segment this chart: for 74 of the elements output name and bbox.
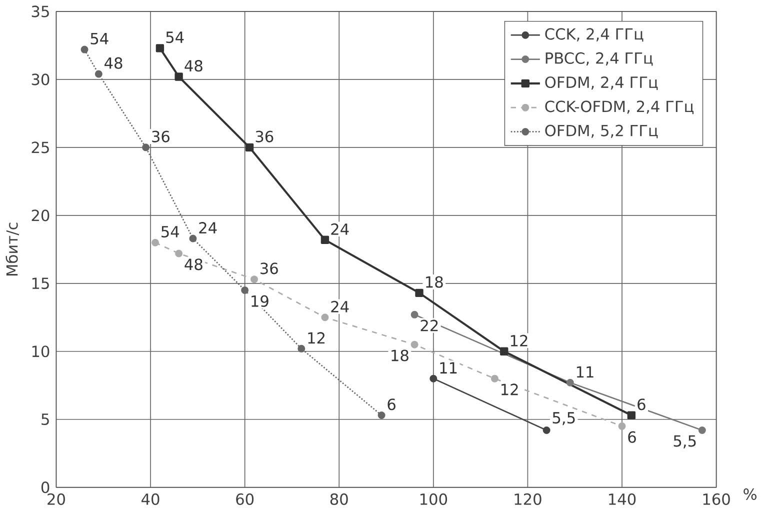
point: [250, 276, 258, 284]
annotation: 36: [152, 130, 170, 142]
annotation: 6: [638, 398, 646, 410]
annotation: 24: [331, 224, 349, 235]
x-tick-label: 40: [142, 494, 160, 506]
point: [175, 250, 183, 258]
annotation: 24: [199, 222, 217, 234]
annotation: 48: [104, 57, 122, 70]
point: [189, 234, 197, 242]
legend-label: CCK-OFDM, 2,4 ГГц: [545, 100, 694, 114]
x-tick-label: 60: [236, 494, 254, 506]
annotation: 48: [184, 258, 202, 270]
point: [618, 422, 626, 430]
annotation: 12: [308, 332, 324, 344]
point: [320, 236, 330, 244]
point: [410, 311, 418, 319]
annotation: 6: [388, 398, 396, 410]
x-tick-label: 80: [330, 494, 348, 506]
annotation: 12: [501, 384, 518, 396]
point: [151, 239, 159, 247]
point: [430, 374, 438, 383]
y-tick-label: 35: [32, 6, 49, 18]
point: [490, 374, 498, 383]
x-tick-label: 160: [703, 494, 730, 506]
point: [410, 341, 418, 349]
annotation: 36: [260, 262, 278, 274]
point: [245, 144, 254, 152]
point: [241, 286, 249, 294]
annotation: 5,5: [674, 436, 696, 448]
y-tick-label: 25: [32, 142, 49, 154]
x-axis-title: %: [744, 488, 756, 500]
annotation: 5,5: [552, 412, 575, 426]
annotation: 54: [162, 226, 179, 238]
annotation: 19: [252, 295, 268, 308]
point: [174, 72, 183, 81]
annotation: 12: [510, 335, 528, 346]
legend-label: OFDM, 5,2 ГГц: [545, 124, 658, 138]
point: [298, 345, 306, 353]
point: [542, 426, 550, 434]
point: [321, 314, 329, 322]
legend-label: OFDM, 2,4 ГГц: [545, 76, 658, 90]
point: [80, 46, 88, 54]
annotation: 18: [426, 276, 443, 288]
annotation: 11: [576, 366, 594, 378]
point: [415, 288, 424, 298]
point: [156, 44, 164, 52]
point: [142, 144, 150, 152]
annotation: 54: [90, 33, 108, 45]
y-tick-label: 20: [32, 210, 50, 222]
point: [94, 70, 102, 78]
y-tick-label: 10: [32, 346, 50, 358]
point: [566, 379, 574, 387]
y-tick-label: 5: [42, 414, 49, 426]
annotation: 48: [184, 60, 202, 72]
annotation: 18: [392, 350, 408, 362]
annotation: 24: [331, 301, 349, 312]
point: [627, 411, 636, 420]
annotation: 6: [628, 431, 636, 444]
y-tick-label: 15: [32, 278, 49, 290]
point: [698, 426, 706, 434]
point: [500, 347, 508, 356]
point: [378, 412, 386, 420]
y-tick-label: 0: [41, 482, 50, 494]
legend-label: PBCC, 2,4 ГГц: [546, 52, 653, 66]
legend-label: CCK, 2,4 ГГц: [545, 28, 644, 42]
y-axis-title: Мбит/с: [6, 222, 20, 276]
y-tick-label: 30: [32, 74, 50, 86]
annotation: 11: [440, 362, 457, 374]
x-tick-label: 140: [609, 494, 636, 506]
x-tick-label: 120: [514, 494, 542, 506]
annotation: 54: [166, 32, 184, 44]
x-tick-label: 100: [420, 494, 448, 506]
annotation: 22: [420, 320, 438, 332]
annotation: 36: [256, 130, 274, 142]
